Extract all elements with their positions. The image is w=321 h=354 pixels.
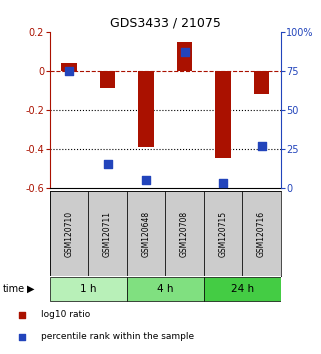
Text: percentile rank within the sample: percentile rank within the sample — [41, 332, 194, 341]
FancyBboxPatch shape — [165, 191, 204, 276]
Point — [105, 161, 110, 167]
FancyBboxPatch shape — [242, 191, 281, 276]
Point — [143, 177, 149, 183]
Text: GSM120711: GSM120711 — [103, 211, 112, 257]
Bar — [100, 71, 115, 88]
Text: time: time — [3, 284, 25, 294]
Point — [66, 68, 72, 74]
FancyBboxPatch shape — [88, 191, 127, 276]
FancyBboxPatch shape — [50, 278, 127, 301]
Title: GDS3433 / 21075: GDS3433 / 21075 — [110, 16, 221, 29]
FancyBboxPatch shape — [127, 191, 165, 276]
Bar — [138, 71, 154, 147]
Text: 1 h: 1 h — [80, 284, 97, 294]
Text: GSM120708: GSM120708 — [180, 211, 189, 257]
Point — [20, 334, 25, 339]
Text: ▶: ▶ — [27, 284, 35, 294]
FancyBboxPatch shape — [50, 191, 88, 276]
Bar — [215, 71, 231, 159]
Text: GSM120648: GSM120648 — [142, 211, 151, 257]
Bar — [61, 63, 77, 71]
Text: GSM120715: GSM120715 — [219, 211, 228, 257]
FancyBboxPatch shape — [204, 191, 242, 276]
Text: GSM120710: GSM120710 — [65, 211, 74, 257]
Point — [221, 180, 226, 186]
FancyBboxPatch shape — [204, 278, 281, 301]
Text: log10 ratio: log10 ratio — [41, 310, 90, 319]
Text: GSM120716: GSM120716 — [257, 211, 266, 257]
Point — [20, 312, 25, 318]
Text: 4 h: 4 h — [157, 284, 174, 294]
Point — [182, 49, 187, 55]
Point — [259, 143, 264, 148]
Text: 24 h: 24 h — [231, 284, 254, 294]
Bar — [177, 42, 192, 71]
FancyBboxPatch shape — [127, 278, 204, 301]
Bar — [254, 71, 269, 94]
